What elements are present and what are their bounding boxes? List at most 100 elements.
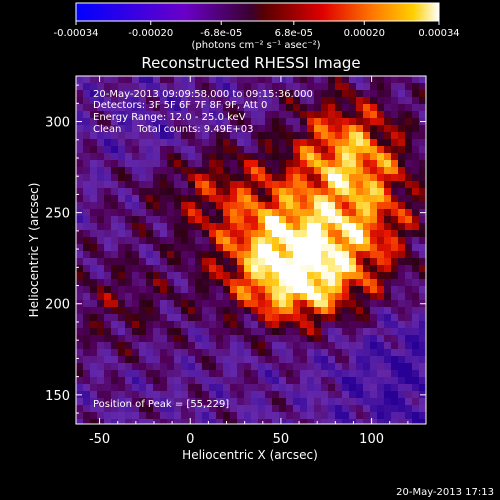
heatmap-cell — [405, 132, 413, 140]
heatmap-cell — [237, 419, 245, 424]
heatmap-cell — [391, 181, 399, 189]
heatmap-cell — [251, 153, 259, 161]
heatmap-cell — [237, 314, 245, 322]
heatmap-cell — [125, 153, 133, 161]
heatmap-cell — [307, 363, 315, 371]
heatmap-cell — [139, 314, 147, 322]
heatmap-cell — [251, 328, 259, 336]
heatmap-cell — [125, 335, 133, 343]
heatmap-cell — [230, 419, 238, 424]
heatmap-cell — [412, 349, 420, 357]
heatmap-cell — [111, 223, 119, 231]
heatmap-cell — [307, 97, 315, 105]
heatmap-cell — [202, 293, 210, 301]
heatmap-cell — [104, 146, 112, 154]
heatmap-cell — [188, 272, 196, 280]
heatmap-cell — [111, 146, 119, 154]
heatmap-cell — [132, 153, 140, 161]
heatmap-cell — [314, 160, 322, 168]
heatmap-cell — [412, 377, 420, 385]
heatmap-cell — [244, 265, 252, 273]
heatmap-cell — [153, 104, 161, 112]
heatmap-cell — [83, 76, 91, 84]
heatmap-cell — [314, 342, 322, 350]
heatmap-cell — [104, 125, 112, 133]
heatmap-cell — [139, 160, 147, 168]
heatmap-cell — [244, 160, 252, 168]
heatmap-cell — [125, 342, 133, 350]
heatmap-cell — [293, 111, 301, 119]
heatmap-cell — [167, 97, 175, 105]
heatmap-cell — [237, 132, 245, 140]
heatmap-cell — [230, 202, 238, 210]
heatmap-cell — [265, 279, 273, 287]
heatmap-cell — [139, 202, 147, 210]
heatmap-cell — [328, 279, 336, 287]
heatmap-cell — [209, 188, 217, 196]
heatmap-cell — [223, 307, 231, 315]
heatmap-cell — [363, 209, 371, 217]
heatmap-cell — [300, 160, 308, 168]
heatmap-cell — [132, 230, 140, 238]
heatmap-cell — [251, 391, 259, 399]
heatmap-cell — [335, 335, 343, 343]
heatmap-cell — [307, 104, 315, 112]
heatmap-cell — [335, 216, 343, 224]
heatmap-cell — [405, 370, 413, 378]
heatmap-cell — [342, 363, 350, 371]
heatmap-cell — [83, 181, 91, 189]
heatmap-cell — [118, 363, 126, 371]
heatmap-cell — [139, 349, 147, 357]
heatmap-cell — [356, 83, 364, 91]
heatmap-cell — [230, 307, 238, 315]
heatmap-cell — [419, 405, 426, 413]
heatmap-cell — [377, 209, 385, 217]
heatmap-cell — [300, 412, 308, 420]
heatmap-cell — [279, 391, 287, 399]
heatmap-cell — [342, 153, 350, 161]
heatmap-cell — [412, 370, 420, 378]
heatmap-cell — [160, 314, 168, 322]
heatmap-cell — [174, 76, 182, 84]
heatmap-cell — [307, 223, 315, 231]
heatmap-cell — [384, 412, 392, 420]
heatmap-cell — [174, 188, 182, 196]
heatmap-cell — [335, 279, 343, 287]
heatmap-cell — [398, 181, 406, 189]
heatmap-cell — [272, 202, 280, 210]
heatmap-cell — [146, 237, 154, 245]
heatmap-cell — [370, 335, 378, 343]
heatmap-cell — [251, 293, 259, 301]
heatmap-cell — [111, 349, 119, 357]
heatmap-cell — [216, 188, 224, 196]
heatmap-cell — [195, 216, 203, 224]
heatmap-cell — [125, 139, 133, 147]
heatmap-cell — [363, 363, 371, 371]
heatmap-cell — [118, 153, 126, 161]
heatmap-cell — [398, 83, 406, 91]
heatmap-cell — [307, 300, 315, 308]
heatmap-cell — [209, 328, 217, 336]
heatmap-cell — [160, 356, 168, 364]
heatmap-cell — [76, 230, 84, 238]
heatmap-cell — [118, 405, 126, 413]
heatmap-cell — [258, 349, 266, 357]
heatmap-cell — [230, 384, 238, 392]
heatmap-cell — [153, 153, 161, 161]
heatmap-cell — [125, 97, 133, 105]
heatmap-cell — [342, 405, 350, 413]
heatmap-cell — [132, 391, 140, 399]
heatmap-cell — [412, 125, 420, 133]
heatmap-cell — [398, 398, 406, 406]
heatmap-cell — [202, 188, 210, 196]
heatmap-cell — [174, 223, 182, 231]
heatmap-cell — [328, 202, 336, 210]
heatmap-cell — [209, 300, 217, 308]
heatmap-cell — [321, 405, 329, 413]
heatmap-cell — [286, 342, 294, 350]
heatmap-cell — [314, 391, 322, 399]
heatmap-cell — [111, 132, 119, 140]
heatmap-cell — [412, 104, 420, 112]
heatmap-cell — [167, 405, 175, 413]
heatmap-cell — [111, 209, 119, 217]
